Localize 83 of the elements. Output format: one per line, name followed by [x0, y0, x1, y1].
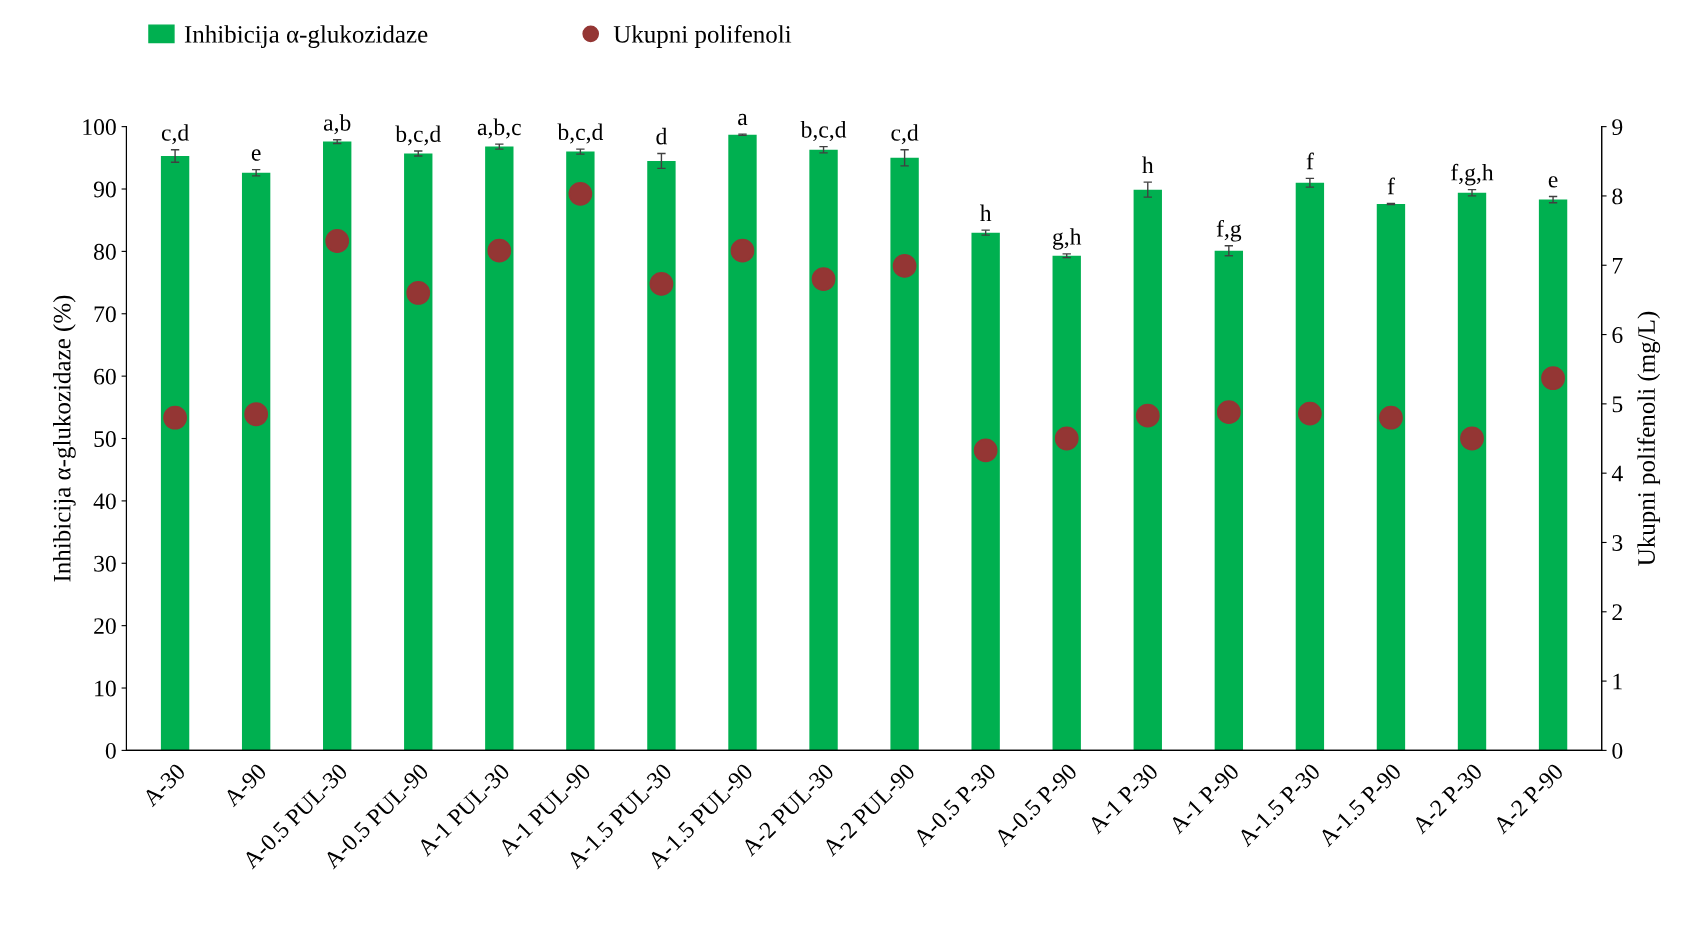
annotation: b,c,d [800, 121, 847, 142]
bar [160, 155, 190, 751]
y-tick-label: 90 [93, 181, 116, 198]
annotation: d [656, 127, 668, 145]
bar [647, 160, 676, 751]
bar [323, 141, 352, 751]
annotation: f [1306, 152, 1314, 170]
x-tick-label: A-2 P-30 [1410, 762, 1484, 835]
y2-tick-label: 7 [1612, 257, 1623, 274]
y-tick-label: 60 [94, 368, 116, 385]
bar [809, 149, 838, 751]
point [568, 181, 593, 206]
point [649, 272, 674, 296]
x-tick-label: A-1 P-30 [1086, 762, 1159, 835]
y2-tick-label: 2 [1612, 604, 1622, 620]
y-tick-label: 80 [94, 243, 116, 260]
annotation: e [251, 149, 261, 161]
bar [1457, 192, 1487, 751]
y-tick-label: 70 [94, 306, 116, 323]
point [973, 438, 998, 463]
point [1379, 405, 1403, 430]
y-tick-label: 30 [94, 555, 116, 572]
bar [566, 151, 595, 751]
point [1216, 400, 1241, 425]
annotation: g,h [1052, 228, 1082, 250]
y2-tick-label: 6 [1612, 327, 1623, 343]
annotation: c,d [161, 124, 189, 145]
annotation: e [1548, 176, 1558, 188]
annotation: a [738, 113, 748, 126]
annotation: a,b [323, 114, 351, 135]
bar [728, 134, 757, 751]
point [730, 238, 755, 263]
annotation: c,d [891, 124, 919, 145]
point [1460, 426, 1484, 451]
bar [1538, 199, 1568, 751]
point [244, 402, 269, 427]
y-tick-label: 50 [94, 431, 116, 447]
point [1054, 426, 1079, 451]
y2-tick-label: 8 [1612, 188, 1623, 205]
annotation: f,g,h [1451, 163, 1494, 186]
bar [404, 153, 433, 751]
point [1541, 366, 1565, 391]
y-tick-label: 40 [93, 493, 116, 510]
y2-tick-label: 4 [1611, 465, 1623, 482]
point [487, 238, 512, 263]
y-tick-label: 20 [94, 618, 116, 635]
annotation: b,c,d [557, 123, 604, 144]
bar [1214, 250, 1244, 751]
point [811, 267, 836, 291]
y2-tick-label: 5 [1612, 396, 1623, 413]
point [406, 281, 431, 305]
annotation: f [1387, 177, 1395, 195]
point [163, 405, 187, 430]
point [892, 254, 917, 278]
bar [890, 157, 919, 751]
y-tick-label: 10 [95, 680, 116, 697]
bar [971, 232, 1000, 751]
annotation: h [979, 204, 992, 221]
x-tick-label: A-1 P-90 [1167, 762, 1240, 835]
bar [1295, 182, 1325, 751]
annotation: f,g [1216, 219, 1242, 242]
y-tick-label: 100 [83, 119, 116, 136]
annotation: b,c,d [395, 125, 441, 146]
bar [1052, 255, 1081, 751]
y-axis-title: Inhibicija α-glukozidaze (%) [53, 295, 76, 582]
annotation: a,b,c [477, 118, 521, 139]
y2-tick-label: 3 [1612, 535, 1623, 551]
legend-label: Ukupni polifenoli [613, 24, 792, 48]
bar [241, 172, 271, 751]
y2-tick-label: 9 [1612, 119, 1623, 136]
x-tick-label: A-2 P-90 [1492, 762, 1565, 835]
y2-tick-label: 0 [1612, 742, 1623, 759]
annotation: h [1142, 156, 1154, 173]
y-tick-label: 0 [105, 742, 116, 759]
y2-axis-title: Ukupni polifenoli (mg/L) [1637, 311, 1661, 566]
point [325, 229, 350, 253]
bar [1376, 203, 1406, 751]
y2-tick-label: 1 [1613, 673, 1622, 690]
point [1135, 403, 1160, 428]
legend-label: Inhibicija α-glukozidaze [184, 25, 428, 48]
bar [1133, 189, 1162, 751]
bar [485, 146, 514, 751]
point [1297, 401, 1322, 426]
